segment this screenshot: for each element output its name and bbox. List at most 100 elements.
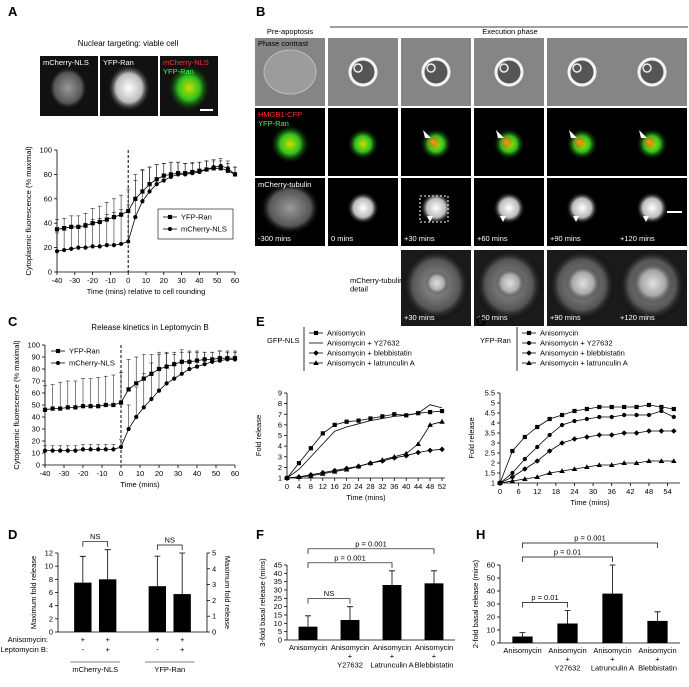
significance-label: p = 0.01 [531,593,558,602]
error-bar [179,552,186,595]
marker [187,366,192,372]
marker [218,163,223,168]
time-label: +60 mins [477,313,508,322]
x-tick-label: 0 [126,276,130,285]
y-tick-label: 0 [36,461,40,470]
marker [559,412,565,418]
treatment-label: Leptomycin B: [0,645,48,654]
marker [658,458,665,463]
y-tick-label: 6 [278,420,282,429]
bar [512,636,533,643]
error-bar [431,570,437,584]
error-bar [133,180,138,218]
marker [659,404,664,410]
x-tick-label: 40 [195,276,203,285]
significance-bracket [307,562,393,568]
marker [156,388,162,393]
x-tick-label: 50 [212,469,220,478]
marker [659,408,664,414]
y-tick-label: 30 [32,425,40,434]
error-bar [154,164,159,185]
marker [379,457,386,462]
bleb [572,63,582,73]
x-tick-label: Anisomycin + Latrunculin A [591,646,634,672]
significance-label: p = 0.001 [574,534,606,543]
x-tick-label: 18 [552,487,560,496]
legend-label: Anisomycin + blebbistatin [327,349,412,358]
error-bar [140,170,145,202]
y-tick-label: 3 [491,439,495,448]
row-label: HMGB1-CFP [258,110,302,119]
legend-label: Anisomycin + Y27632 [540,339,613,348]
marker [308,446,313,451]
marker [118,444,124,450]
y-tick-label: 0 [48,268,52,277]
marker [344,419,349,424]
y-tick-label: 4 [212,564,216,573]
y-axis-label: Fold release [254,415,263,456]
legend-label: Anisomycin [327,329,365,338]
time-label: +30 mins [404,313,435,322]
y-tick-label: 60 [32,389,40,398]
y-tick-label: 40 [274,569,282,578]
marker [509,478,516,483]
x-tick-label: 12 [533,487,541,496]
marker [572,418,577,424]
marker [634,412,639,418]
marker [103,447,108,452]
marker [232,172,238,177]
y-axis-label: Cytoplasmic fluorescence (% maximal) [12,340,21,470]
marker [172,376,177,381]
error-bar [111,374,116,405]
arrowhead [643,216,649,222]
marker [670,428,677,434]
time-label: +90 mins [550,234,581,243]
error-bar [104,549,111,580]
bleb [642,63,652,73]
marker [391,453,398,459]
marker [646,428,652,434]
cell [48,66,88,110]
marker [646,412,652,418]
y-tick-label: 0 [49,628,53,637]
x-tick-label: 48 [426,482,434,491]
y-tick-label: 6 [49,588,53,597]
x-tick-label: 44 [414,482,422,491]
selection-box [419,195,449,223]
y-tick-label: 20 [32,437,40,446]
marker [90,244,95,249]
marker [204,167,209,172]
marker [197,169,202,175]
legend-title: GFP-NLS [267,336,300,345]
treatment-sign: - [156,645,159,654]
x-tick-label: 0 [119,469,123,478]
marker [427,447,433,454]
cell [347,192,379,224]
nucleus [426,135,440,149]
marker [50,406,55,411]
marker [439,418,445,424]
treatment-sign: - [82,645,85,654]
marker [584,464,590,469]
time-label: +90 mins [550,313,581,322]
bar [557,623,578,643]
legend-marker [167,214,173,220]
series-line [45,359,235,451]
error-bar [83,222,88,248]
marker [58,448,63,453]
marker [73,405,78,410]
legend-label: YFP-Ran [69,347,100,356]
legend-label: mCherry-NLS [69,359,115,368]
bar [382,585,402,640]
y-axis-label: 3-fold basal release (mins) [258,558,267,647]
cell [421,57,451,87]
x-tick-label: 36 [608,487,616,496]
marker [80,447,86,452]
error-bar [111,211,116,246]
bar [647,620,668,643]
x-tick-label: 52 [438,482,446,491]
x-tick-label: Anisomycin + Blebbistatin [415,643,454,669]
y-tick-label: 2 [491,459,495,468]
error-bar [564,610,571,624]
y-tick-label: 60 [487,561,495,570]
